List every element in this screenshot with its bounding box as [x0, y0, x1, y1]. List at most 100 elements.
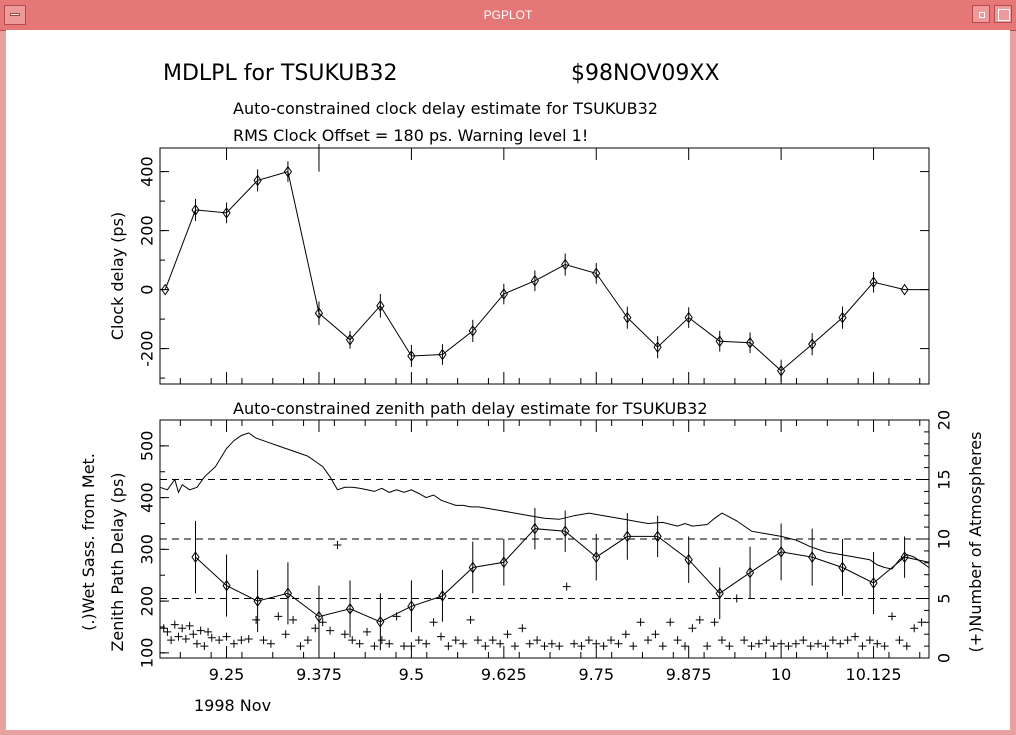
zpd-ytick-label: 100: [138, 638, 157, 669]
clock-point: [869, 276, 878, 289]
atmosphere-marker: [592, 639, 601, 648]
zpd-point: [438, 590, 447, 602]
clock-point: [623, 311, 632, 324]
atmosphere-marker: [754, 639, 763, 648]
atmosphere-marker: [340, 630, 349, 639]
window-title: PGPLOT: [483, 8, 533, 22]
zpd-ytick-right-label: 20: [935, 410, 954, 430]
atmosphere-marker: [503, 630, 512, 639]
atmosphere-marker: [673, 636, 682, 645]
atmosphere-marker: [577, 642, 586, 651]
atmosphere-marker: [599, 642, 608, 651]
zpd-point: [314, 610, 324, 623]
zpd-ytick-label: 300: [138, 534, 157, 565]
atmosphere-marker: [540, 642, 549, 651]
zpd-xtick-label: 10: [771, 665, 791, 684]
menu-bar-icon: [10, 13, 20, 16]
atmosphere-marker: [481, 642, 490, 651]
clock-point: [161, 283, 170, 296]
clock-panel-title: Auto-constrained clock delay estimate fo…: [233, 99, 658, 118]
zpd-ytick-label: 200: [138, 586, 157, 617]
clock-point: [314, 307, 324, 320]
session-label: $98NOV09XX: [571, 61, 720, 86]
zpd-point: [468, 561, 477, 574]
atmosphere-marker: [407, 642, 416, 651]
clock-ytick-label: 200: [138, 215, 157, 246]
atmosphere-marker: [200, 642, 209, 651]
atmosphere-marker: [222, 632, 231, 641]
zpd-point: [345, 602, 355, 615]
atmosphere-marker: [259, 636, 268, 645]
zpd-xtick-label: 9.75: [578, 665, 614, 684]
atmosphere-marker: [843, 636, 852, 645]
minimize-button[interactable]: [972, 5, 990, 23]
atmosphere-marker: [363, 627, 372, 636]
maximize-icon: [998, 9, 1010, 21]
atmosphere-marker: [252, 615, 261, 624]
atmosphere-marker: [828, 636, 837, 645]
atmosphere-marker: [629, 642, 638, 651]
atmosphere-marker: [762, 636, 771, 645]
clock-series-line: [164, 170, 929, 372]
zpd-series-line: [195, 528, 930, 623]
pgplot-figure: MDLPL for TSUKUB32 $98NOV09XX Auto-const…: [79, 61, 985, 715]
zpd-xtick-label: 10.125: [846, 665, 902, 684]
clock-ylabel: Clock delay (ps): [108, 212, 127, 340]
plot-canvas: MDLPL for TSUKUB32 $98NOV09XX Auto-const…: [6, 30, 1010, 730]
atmosphere-marker: [680, 642, 689, 651]
atmosphere-marker: [159, 624, 168, 633]
zpd-ytick-label: 400: [138, 482, 157, 513]
zpd-point: [838, 561, 847, 574]
zpd-point: [653, 530, 662, 543]
atmosphere-marker: [814, 639, 823, 648]
zpd-xtick-label: 9.5: [399, 665, 424, 684]
atmosphere-marker: [525, 639, 534, 648]
atmosphere-marker: [429, 618, 438, 627]
atmosphere-marker: [784, 642, 793, 651]
atmosphere-marker: [229, 639, 238, 648]
atmosphere-marker: [895, 636, 904, 645]
clock-point: [191, 204, 200, 216]
zpd-xtick-label: 9.625: [481, 665, 527, 684]
zpd-ylabel-2: Zenith Path Delay (ps): [108, 472, 127, 651]
zpd-xtick-label: 9.25: [209, 665, 245, 684]
zpd-point: [715, 587, 724, 600]
atmosphere-marker: [510, 642, 519, 651]
main-title: MDLPL for TSUKUB32: [163, 61, 397, 86]
clock-point: [592, 267, 601, 280]
atmosphere-marker: [717, 636, 726, 645]
atmosphere-marker: [865, 636, 874, 645]
atmosphere-marker: [170, 620, 179, 629]
clock-plot-frame: [159, 147, 930, 385]
atmosphere-marker: [880, 642, 889, 651]
atmosphere-marker: [385, 639, 394, 648]
atmosphere-marker: [644, 636, 653, 645]
maximize-button[interactable]: [994, 5, 1012, 23]
window-titlebar[interactable]: PGPLOT: [0, 0, 1016, 31]
atmosphere-marker: [178, 624, 187, 633]
zpd-ytick-label: 500: [138, 431, 157, 462]
atmosphere-marker: [326, 626, 335, 635]
atmosphere-marker: [488, 636, 497, 645]
zpd-point: [376, 615, 385, 628]
atmosphere-marker: [688, 624, 697, 633]
atmosphere-marker: [348, 636, 357, 645]
atmosphere-marker: [185, 621, 194, 630]
clock-point: [745, 336, 755, 349]
clock-point: [561, 258, 570, 271]
zpd-xtick-label: 9.375: [296, 665, 342, 684]
zpd-point: [623, 530, 632, 543]
window-menu-button[interactable]: [4, 5, 26, 25]
clock-point: [715, 335, 724, 348]
atmosphere-marker: [555, 642, 564, 651]
atmosphere-marker: [237, 636, 246, 645]
atmosphere-marker: [703, 642, 712, 651]
clock-point: [376, 299, 385, 312]
zpd-point: [561, 525, 570, 538]
atmosphere-marker: [174, 632, 183, 641]
clock-point: [530, 274, 539, 287]
zpd-point: [900, 551, 909, 563]
zpd-point: [530, 522, 539, 535]
atmosphere-marker: [274, 612, 283, 621]
atmosphere-marker: [547, 639, 556, 648]
